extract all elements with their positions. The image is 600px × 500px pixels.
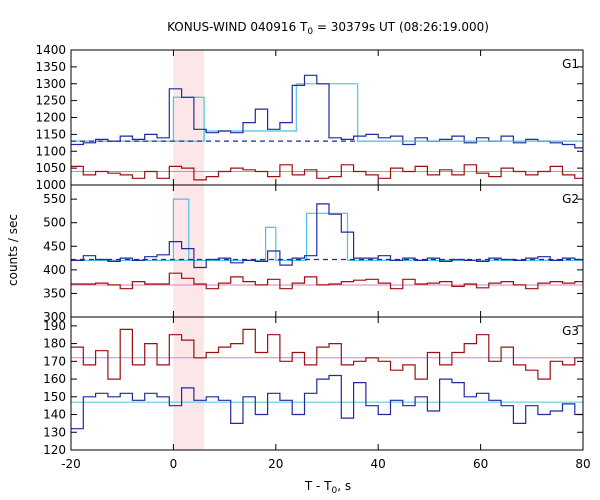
y-tick-label: 160 bbox=[43, 372, 66, 386]
y-tick-label: 1050 bbox=[35, 161, 66, 175]
x-tick-label: 40 bbox=[371, 457, 386, 471]
y-tick-label: 1200 bbox=[35, 111, 66, 125]
panel-label: G1 bbox=[562, 57, 579, 71]
y-tick-label: 140 bbox=[43, 408, 66, 422]
y-tick-label: 130 bbox=[43, 425, 66, 439]
x-tick-label: 0 bbox=[170, 457, 178, 471]
x-axis-label: T - T0, s bbox=[304, 479, 351, 496]
histogram-blue bbox=[71, 74, 583, 149]
x-tick-label: -20 bbox=[61, 457, 81, 471]
histogram-red bbox=[71, 164, 583, 181]
y-tick-label: 1100 bbox=[35, 144, 66, 158]
model-curve bbox=[71, 83, 583, 142]
panel-frame bbox=[70, 316, 584, 451]
y-tick-label: 1350 bbox=[35, 60, 66, 74]
model-curve bbox=[71, 212, 583, 261]
x-tick-label: 80 bbox=[575, 457, 590, 471]
x-tick-label: 20 bbox=[268, 457, 283, 471]
y-axis-label: counts / sec bbox=[6, 214, 20, 286]
y-tick-label: 1000 bbox=[35, 178, 66, 192]
panel-g1: 1000 1050 1100 1150 1200 1250 1300 1350 1400 G1 bbox=[35, 43, 584, 192]
y-tick-label: 180 bbox=[43, 337, 66, 351]
y-tick-label: 190 bbox=[43, 319, 66, 333]
panel-label: G2 bbox=[562, 192, 579, 206]
panel-frame bbox=[70, 184, 584, 318]
histogram-red bbox=[71, 328, 583, 380]
y-tick-label: 1300 bbox=[35, 77, 66, 91]
plot-area: 100010501100115012001250130013501400G130… bbox=[35, 43, 590, 471]
panel-g3: 120 130 140 150 160 170 180 190 G3 bbox=[43, 316, 584, 457]
histogram-blue bbox=[71, 203, 583, 269]
y-tick-label: 1150 bbox=[35, 127, 66, 141]
y-tick-label: 1400 bbox=[35, 43, 66, 57]
y-tick-label: 350 bbox=[43, 286, 66, 300]
x-tick-label: 60 bbox=[473, 457, 488, 471]
y-tick-label: 500 bbox=[43, 216, 66, 230]
chart-title: KONUS-WIND 040916 T0 = 30379s UT (08:26:… bbox=[167, 20, 489, 37]
y-tick-label: 450 bbox=[43, 239, 66, 253]
y-tick-label: 550 bbox=[43, 192, 66, 206]
histogram-blue bbox=[71, 374, 583, 430]
y-tick-label: 170 bbox=[43, 354, 66, 368]
model-spike bbox=[172, 198, 190, 261]
panel-g2: 300 350 400 450 500 550 G2 bbox=[43, 184, 584, 324]
histogram-red bbox=[71, 272, 583, 290]
y-tick-label: 400 bbox=[43, 263, 66, 277]
y-tick-label: 1250 bbox=[35, 94, 66, 108]
panel-label: G3 bbox=[562, 324, 579, 338]
y-tick-label: 300 bbox=[43, 310, 66, 324]
y-tick-label: 150 bbox=[43, 390, 66, 404]
panel-frame bbox=[70, 49, 584, 186]
y-tick-label: 120 bbox=[43, 443, 66, 457]
